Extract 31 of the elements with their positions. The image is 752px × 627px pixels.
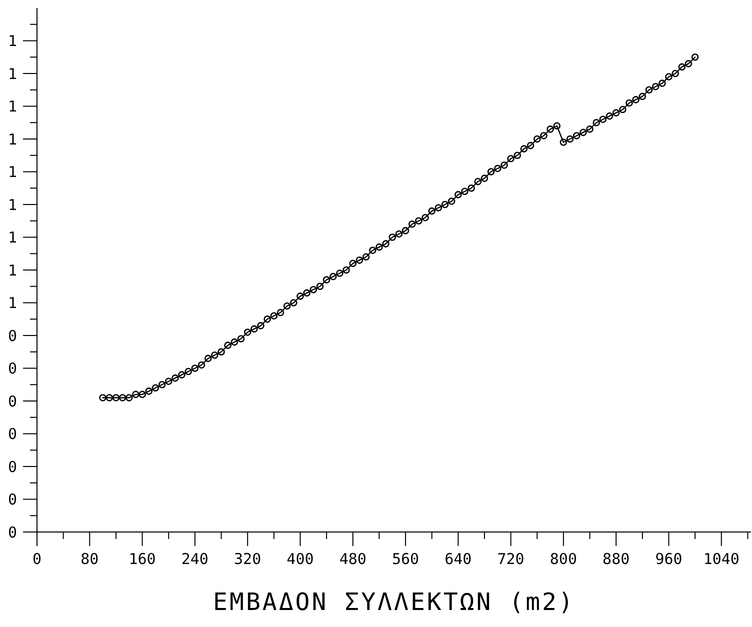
y-tick-label: 1	[8, 228, 17, 246]
x-tick-label: 1040	[703, 550, 740, 568]
y-tick-label: 1	[8, 98, 17, 116]
x-tick-label: 960	[655, 550, 682, 568]
y-tick-label: 0	[8, 326, 17, 345]
x-tick-label: 880	[602, 550, 630, 568]
x-tick-label: 640	[444, 550, 472, 568]
y-tick-label: 0	[8, 458, 17, 476]
y-tick-label: 0	[8, 360, 17, 378]
y-tick-label: 1	[8, 196, 17, 214]
x-tick-label: 800	[550, 550, 577, 568]
y-tick-label: 0	[8, 490, 17, 508]
x-tick-label: 720	[497, 550, 524, 568]
x-tick-label: 240	[181, 550, 208, 568]
x-tick-label: 400	[286, 550, 314, 568]
y-tick-label: 0	[8, 523, 17, 542]
x-axis-title: ΕΜΒΑΔΟΝ ΣΥΛΛΕΚΤΩΝ (m2)	[213, 588, 575, 616]
x-tick-label: 320	[234, 550, 262, 568]
y-tick-label: 1	[8, 64, 17, 83]
y-tick-label: 1	[8, 130, 17, 148]
x-tick-label: 0	[32, 550, 42, 568]
x-tick-label: 560	[392, 550, 420, 568]
x-tick-label: 80	[80, 550, 99, 568]
y-tick-label: 1	[8, 261, 17, 280]
y-tick-label: 1	[8, 32, 17, 50]
y-tick-label: 0	[8, 392, 17, 410]
y-tick-label: 1	[8, 163, 17, 181]
y-tick-label: 1	[8, 294, 17, 312]
x-tick-label: 480	[339, 550, 366, 568]
x-tick-label: 160	[128, 550, 156, 568]
y-tick-label: 0	[8, 425, 17, 443]
